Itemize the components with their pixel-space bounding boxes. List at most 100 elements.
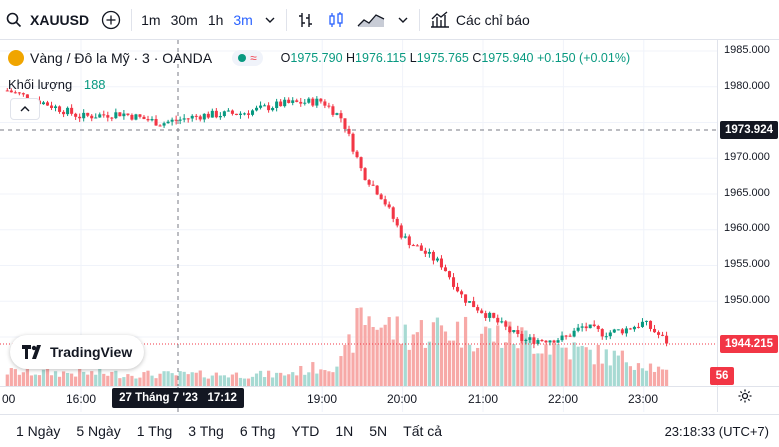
volume-bar (186, 374, 190, 386)
candle-body (162, 123, 166, 126)
price-chart[interactable] (0, 40, 717, 412)
interval-30m[interactable]: 30m (170, 11, 198, 28)
candle-body (182, 118, 186, 120)
last-volume-tag: 56 (710, 367, 734, 385)
candle-body (351, 133, 355, 152)
volume-bar (568, 359, 572, 386)
volume-bar (61, 371, 66, 386)
candle-body (114, 112, 118, 119)
candle-body (25, 94, 29, 101)
volume-bar (371, 327, 375, 386)
volume-bar (467, 344, 472, 386)
candle-body (568, 335, 572, 337)
market-open-dot-icon (238, 54, 247, 62)
candle-body (508, 326, 512, 333)
volume-bar (359, 307, 363, 386)
range-5-days[interactable]: 5 Ngày (76, 423, 121, 439)
volume-bar (218, 375, 222, 386)
volume-bar (375, 329, 379, 386)
volume-label[interactable]: Khối lượng (8, 77, 73, 92)
volume-bar (576, 346, 580, 386)
chart-type-dropdown[interactable] (391, 0, 415, 40)
time-axis[interactable]: 00 16:00 19:00 20:00 21:00 22:00 23:00 (0, 386, 779, 410)
open-label: O (280, 51, 291, 65)
range-3-months[interactable]: 3 Thg (188, 423, 224, 439)
series-title[interactable]: Vàng / Đô la Mỹ · 3 · OANDA (30, 50, 213, 66)
volume-bar (57, 376, 62, 386)
volume-bar (98, 368, 102, 386)
volume-bar (580, 345, 584, 386)
candle-body (331, 106, 335, 115)
indicators-button[interactable]: Các chỉ báo (424, 0, 536, 40)
volume-bar (126, 374, 130, 386)
candle-body (150, 119, 154, 121)
volume-bar (315, 373, 319, 386)
chart-pane[interactable] (0, 40, 717, 412)
volume-bar (287, 374, 291, 386)
candle-body (242, 113, 247, 115)
volume-bar (496, 325, 500, 386)
tradingview-logo[interactable]: TradingView (10, 335, 144, 369)
range-6-months[interactable]: 6 Thg (239, 423, 276, 439)
volume-bar (367, 316, 371, 386)
range-1-month[interactable]: 1 Thg (136, 423, 173, 439)
volume-bar (250, 376, 255, 386)
candle-body (512, 330, 516, 333)
volume-bar (564, 347, 568, 386)
last-price-tag: 1944.215 (720, 335, 778, 353)
timezone-clock[interactable]: 23:18:33 (UTC+7) (664, 424, 769, 439)
volume-bar (439, 325, 444, 386)
candle-body (435, 258, 439, 261)
time-tick: 19:00 (307, 392, 338, 406)
candle-body (130, 114, 134, 120)
interval-dropdown[interactable] (258, 0, 282, 40)
volume-bar (604, 349, 608, 386)
ohlc-values: O1975.790 H1976.115 L1975.765 C1975.940 … (281, 51, 630, 65)
candle-body (472, 301, 476, 308)
candle-body (218, 116, 222, 118)
volume-bar (520, 327, 524, 386)
range-all[interactable]: Tất cả (403, 423, 443, 439)
candles-style-button[interactable] (321, 0, 351, 40)
candle-body (600, 329, 604, 337)
candle-body (287, 99, 291, 103)
candle-body (295, 100, 299, 102)
symbol-search[interactable]: XAUUSD (0, 0, 95, 40)
candle-body (657, 332, 661, 335)
volume-bar (226, 377, 231, 386)
volume-bar (118, 378, 122, 386)
volume-bar (343, 344, 347, 386)
collapse-legend-button[interactable] (10, 98, 40, 120)
candle-body (480, 310, 484, 314)
bar-style-button[interactable] (291, 0, 321, 40)
range-1-year[interactable]: 1N (335, 423, 354, 439)
interval-1m[interactable]: 1m (141, 11, 161, 28)
volume-bar (399, 343, 403, 386)
volume-bar (202, 377, 206, 386)
interval-1h[interactable]: 1h (207, 11, 224, 28)
candle-body (90, 115, 94, 119)
candle-body (178, 119, 182, 121)
chart-settings-button[interactable] (737, 388, 753, 408)
candle-body (379, 194, 383, 200)
range-5-years[interactable]: 5N (369, 423, 388, 439)
candle-body (275, 101, 279, 108)
candle-body (528, 337, 532, 340)
candle-body (17, 92, 21, 94)
candle-body (588, 324, 592, 329)
candle-body (544, 340, 548, 343)
volume-bar (258, 370, 263, 386)
candle-body (524, 339, 528, 341)
candle-body (94, 117, 98, 119)
candle-body (146, 119, 150, 121)
candle-body (154, 119, 158, 126)
market-status-badge[interactable]: ≈ (232, 50, 263, 66)
candle-body (383, 199, 387, 205)
area-style-button[interactable] (351, 0, 391, 40)
compare-symbol-button[interactable] (95, 0, 127, 40)
interval-3m[interactable]: 3m (233, 11, 253, 28)
range-1-day[interactable]: 1 Ngày (16, 423, 61, 439)
candle-body (343, 118, 347, 129)
price-axis[interactable]: 1985.000 1980.000 1970.000 1965.000 1960… (710, 40, 779, 412)
range-ytd[interactable]: YTD (291, 423, 320, 439)
